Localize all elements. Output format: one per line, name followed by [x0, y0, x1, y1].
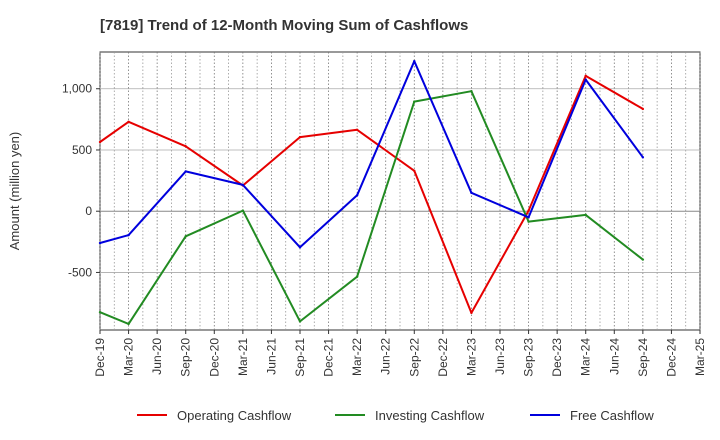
x-tick-label: Sep-24: [636, 338, 650, 377]
data-point-free-cashflow: [641, 156, 645, 159]
data-point-free-cashflow: [127, 233, 130, 237]
data-point-free-cashflow: [470, 191, 473, 195]
data-point-investing-cashflow: [641, 258, 645, 261]
data-point-investing-cashflow: [241, 209, 245, 212]
x-tick-label: Jun-21: [264, 338, 278, 375]
data-point-operating-cashflow: [413, 169, 416, 172]
x-tick-label: Sep-20: [179, 338, 193, 377]
x-tick-label: Jun-23: [493, 338, 507, 375]
data-point-free-cashflow: [413, 59, 416, 63]
data-point-free-cashflow: [527, 216, 530, 219]
x-tick-label: Mar-21: [236, 338, 250, 376]
y-tick-label: 500: [72, 143, 92, 157]
data-point-operating-cashflow: [355, 128, 359, 131]
x-tick-label: Mar-24: [579, 338, 593, 376]
data-point-operating-cashflow: [98, 140, 102, 144]
x-tick-label: Jun-24: [607, 338, 621, 375]
x-tick-label: Dec-21: [322, 338, 336, 377]
data-point-operating-cashflow: [584, 74, 587, 78]
y-tick-label: 0: [85, 204, 92, 218]
data-point-investing-cashflow: [127, 322, 130, 326]
data-point-investing-cashflow: [184, 235, 187, 238]
data-point-operating-cashflow: [298, 135, 302, 139]
x-tick-label: Dec-22: [436, 338, 450, 377]
data-point-free-cashflow: [355, 194, 359, 197]
data-point-investing-cashflow: [298, 320, 302, 323]
x-tick-label: Mar-20: [122, 338, 136, 376]
data-point-operating-cashflow: [127, 120, 130, 124]
data-point-operating-cashflow: [641, 107, 645, 111]
data-point-free-cashflow: [184, 170, 187, 173]
y-tick-label: -500: [68, 265, 92, 279]
legend: Operating Cashflow Investing Cashflow Free…: [137, 408, 654, 423]
x-tick-label: Mar-22: [350, 338, 364, 376]
data-point-investing-cashflow: [413, 100, 416, 103]
plot-area: -500 0 500 1,000 Dec-19 Mar-20 Jun-20 Sep-20 Dec…: [62, 51, 707, 377]
data-point-operating-cashflow: [470, 311, 473, 315]
x-tick-label: Mar-25: [693, 338, 707, 376]
x-tick-label: Mar-23: [464, 338, 478, 376]
x-tick-label: Dec-19: [93, 338, 107, 377]
y-axis-label: Amount (million yen): [7, 132, 22, 251]
legend-label-free-cashflow: Free Cashflow: [570, 408, 654, 423]
data-point-free-cashflow: [298, 246, 302, 249]
x-tick-label: Sep-23: [522, 338, 536, 377]
x-tick-label: Dec-23: [550, 338, 564, 377]
data-point-free-cashflow: [584, 78, 587, 81]
y-tick-label: 1,000: [62, 82, 92, 96]
x-tick-label: Jun-22: [379, 338, 393, 375]
x-tick-label: Dec-24: [664, 338, 678, 377]
x-tick-label: Jun-20: [150, 338, 164, 375]
data-point-investing-cashflow: [98, 311, 102, 314]
legend-label-operating-cashflow: Operating Cashflow: [177, 408, 292, 423]
chart-title: [7819] Trend of 12-Month Moving Sum of C…: [100, 17, 468, 34]
x-tick-label: Sep-21: [293, 338, 307, 377]
data-point-operating-cashflow: [527, 209, 530, 212]
data-point-investing-cashflow: [355, 275, 359, 278]
data-point-operating-cashflow: [184, 145, 187, 148]
data-point-investing-cashflow: [584, 213, 587, 217]
data-point-free-cashflow: [241, 183, 245, 187]
x-tick-label: Dec-20: [207, 338, 221, 377]
legend-label-investing-cashflow: Investing Cashflow: [375, 408, 485, 423]
data-point-investing-cashflow: [470, 89, 473, 93]
data-point-free-cashflow: [98, 241, 102, 245]
data-point-investing-cashflow: [527, 220, 530, 223]
x-tick-label: Sep-22: [407, 338, 421, 377]
